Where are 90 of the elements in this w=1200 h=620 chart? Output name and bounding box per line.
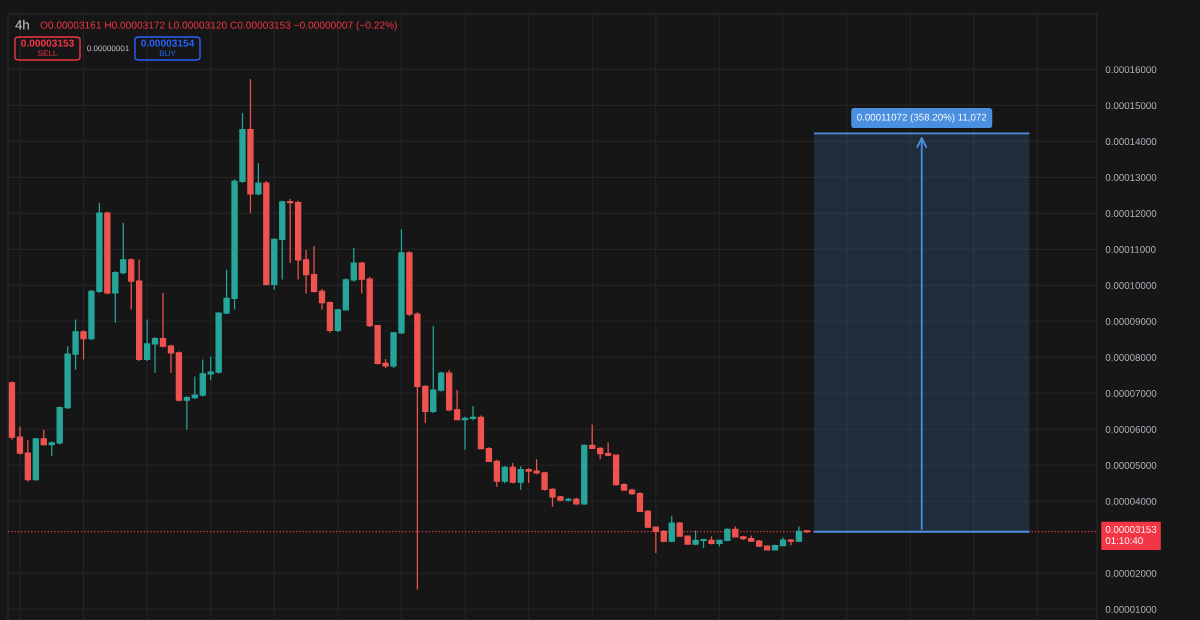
candlestick: [438, 371, 445, 393]
candlestick: [668, 515, 675, 543]
candlestick: [620, 482, 628, 492]
candlestick: [581, 443, 588, 506]
annotation: O0.00003161 H0.00003172 L0.00003120 C0.00003153 −0.00000007 (−0.22%): [40, 21, 397, 31]
candlestick: [565, 497, 572, 503]
candlestick: [787, 538, 795, 546]
candlestick: [644, 509, 652, 529]
y-tick-label: 0.00015000: [1105, 102, 1157, 110]
candlestick: [573, 497, 580, 506]
candlestick: [430, 325, 437, 414]
candlestick: [143, 318, 151, 362]
ref-line-label: 0.00003153 01:10:40: [1105, 526, 1157, 545]
candlestick: [748, 534, 755, 543]
y-tick-label: 0.00016000: [1105, 66, 1157, 74]
annotation: SELL: [38, 50, 58, 57]
candlestick: [628, 488, 636, 496]
candlestick: [453, 389, 461, 421]
y-tick-label: 0.00001000: [1105, 605, 1157, 613]
y-tick-label: 0.00013000: [1105, 174, 1157, 181]
candlestick: [803, 530, 811, 534]
annotation: 0.00003153: [21, 39, 74, 47]
candlestick: [461, 416, 469, 451]
chart-title: 4h: [15, 19, 29, 30]
annotation: 0.00000001: [87, 45, 129, 52]
candlestick: [708, 535, 715, 546]
y-tick-label: 0.00014000: [1105, 138, 1157, 146]
y-tick-label: 0.00005000: [1105, 462, 1157, 469]
y-tick-label: 0.00007000: [1105, 390, 1157, 397]
candlestick: [318, 288, 326, 311]
y-tick-label: 0.00009000: [1105, 318, 1157, 325]
candlestick: [445, 369, 453, 412]
candlestick: [167, 344, 175, 374]
candlestick: [263, 180, 270, 286]
candlestick: [199, 358, 206, 398]
candlestick: [589, 423, 596, 450]
candlestick: [191, 375, 198, 400]
candlestick: [597, 446, 604, 460]
candlestick: [302, 249, 310, 295]
candlestick: [660, 529, 667, 543]
candlestick: [342, 277, 349, 312]
candlestick: [247, 78, 254, 214]
candlestick: [509, 462, 516, 484]
candlestick: [612, 453, 620, 487]
candlestick: [636, 491, 644, 513]
candlestick: [287, 198, 294, 264]
candlestick: [501, 465, 508, 484]
candlestick: [604, 441, 612, 457]
band-label: 0.00011072 (358.20%) 11,072: [857, 113, 987, 123]
candlestick: [795, 525, 803, 543]
candlestick: [40, 429, 47, 447]
candlestick: [16, 425, 24, 456]
candlestick: [485, 446, 493, 463]
candlestick: [294, 200, 302, 281]
candlestick: [32, 437, 39, 482]
candlestick: [310, 245, 318, 294]
candlestick: [279, 200, 286, 281]
candlestick: [8, 380, 16, 441]
y-tick-label: 0.00008000: [1105, 354, 1157, 361]
candlestick: [771, 544, 779, 552]
y-tick-label: 0.00012000: [1105, 210, 1157, 217]
annotation: BUY: [159, 50, 176, 57]
candlestick: [350, 247, 357, 283]
candlestick: [128, 257, 135, 311]
candlestick: [652, 525, 660, 554]
candlestick: [326, 300, 334, 334]
candlestick: [151, 336, 159, 374]
candlestick: [135, 258, 143, 362]
candlestick: [159, 292, 167, 349]
y-tick-label: 0.00004000: [1105, 497, 1157, 505]
candlestick: [517, 465, 524, 491]
candlestick: [271, 237, 278, 291]
y-tick-label: 0.00002000: [1105, 569, 1157, 577]
candlestick: [763, 544, 771, 552]
candlestick: [334, 308, 342, 333]
y-tick-label: 0.00006000: [1105, 426, 1157, 433]
candlestick: [183, 395, 191, 431]
candlestick: [779, 536, 787, 547]
y-tick-label: 0.00010000: [1105, 282, 1157, 289]
candlestick: [477, 414, 485, 450]
candlestick: [24, 439, 32, 483]
candlestick: [104, 210, 111, 295]
candlestick: [756, 539, 763, 548]
candlestick: [469, 405, 477, 421]
candlestick: [175, 350, 183, 403]
annotation: 0.00003154: [141, 39, 195, 47]
candlestick: [255, 162, 262, 196]
y-tick-label: 0.00011000: [1105, 246, 1156, 253]
candlestick: [80, 329, 87, 361]
candlestick: [493, 459, 501, 488]
